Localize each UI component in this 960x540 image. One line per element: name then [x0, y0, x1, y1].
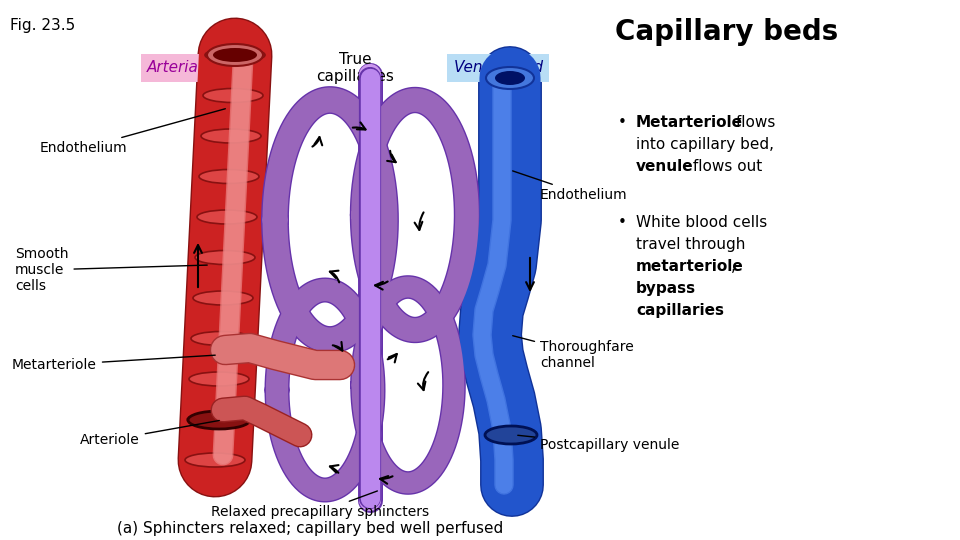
Text: Fig. 23.5: Fig. 23.5: [10, 18, 75, 33]
Ellipse shape: [213, 48, 257, 62]
Ellipse shape: [197, 210, 257, 224]
Text: flows: flows: [731, 115, 776, 130]
Text: flows out: flows out: [688, 159, 762, 174]
Ellipse shape: [185, 453, 245, 467]
Text: Thoroughfare
channel: Thoroughfare channel: [513, 336, 634, 370]
Text: metarteriole: metarteriole: [636, 259, 744, 274]
Ellipse shape: [485, 426, 537, 444]
Text: bypass: bypass: [636, 281, 696, 296]
Ellipse shape: [187, 413, 247, 427]
Ellipse shape: [207, 44, 263, 66]
Text: Metarteriole: Metarteriole: [12, 355, 215, 372]
Text: Endothelium: Endothelium: [40, 109, 226, 155]
Text: Arterial end: Arterial end: [147, 60, 237, 76]
Text: White blood cells: White blood cells: [636, 215, 767, 230]
Text: Capillary beds: Capillary beds: [615, 18, 838, 46]
Ellipse shape: [189, 372, 249, 386]
Text: Metarteriole: Metarteriole: [636, 115, 743, 130]
Ellipse shape: [201, 129, 261, 143]
Text: Venous end: Venous end: [453, 60, 542, 76]
Ellipse shape: [199, 170, 259, 184]
Text: •: •: [618, 115, 627, 130]
Text: venule: venule: [636, 159, 694, 174]
Ellipse shape: [195, 251, 255, 265]
Text: Arteriole: Arteriole: [80, 421, 219, 447]
Text: Postcapillary venule: Postcapillary venule: [517, 435, 680, 452]
Ellipse shape: [205, 48, 265, 62]
Text: travel through: travel through: [636, 237, 745, 252]
Text: Smooth
muscle
cells: Smooth muscle cells: [15, 247, 207, 293]
Text: ,: ,: [731, 259, 736, 274]
Text: •: •: [618, 215, 627, 230]
Text: capillaries: capillaries: [636, 303, 724, 318]
Text: Relaxed precapillary sphincters: Relaxed precapillary sphincters: [211, 491, 429, 519]
Text: into capillary bed,: into capillary bed,: [636, 137, 774, 152]
Ellipse shape: [203, 89, 263, 103]
Ellipse shape: [495, 71, 525, 85]
Ellipse shape: [191, 332, 251, 346]
Ellipse shape: [193, 291, 253, 305]
Ellipse shape: [486, 67, 534, 89]
Text: True
capillaries: True capillaries: [316, 52, 394, 84]
Ellipse shape: [188, 411, 250, 429]
Text: (a) Sphincters relaxed; capillary bed well perfused: (a) Sphincters relaxed; capillary bed we…: [117, 521, 503, 536]
Text: Endothelium: Endothelium: [513, 171, 628, 202]
